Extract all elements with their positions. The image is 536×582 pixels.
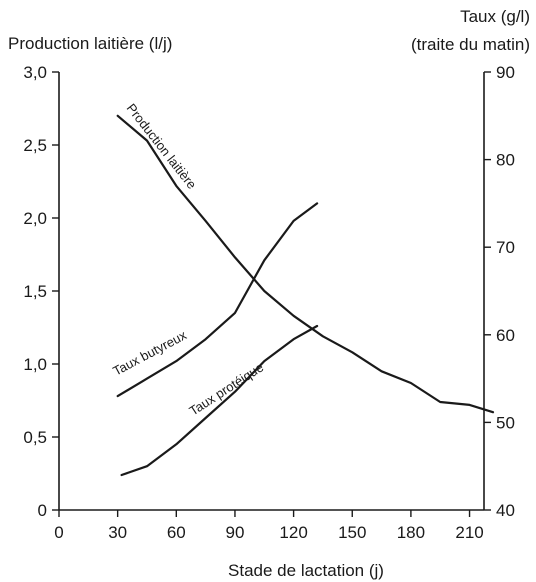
x-ticks: 0 30 60 90 120 150 180 210 — [54, 510, 484, 542]
series-label-production-laitiere: Production laitière — [124, 101, 200, 192]
x-tick-label: 120 — [279, 523, 307, 542]
x-axis-title: Stade de lactation (j) — [228, 561, 384, 580]
y-left-ticks: 0 0,5 1,0 1,5 2,0 2,5 3,0 — [23, 63, 59, 520]
y-left-tick-label: 0 — [38, 501, 47, 520]
y-left-tick-label: 1,5 — [23, 282, 47, 301]
y-left-axis-title: Production laitière (l/j) — [8, 34, 172, 53]
y-right-tick-label: 50 — [496, 413, 515, 432]
y-left-tick-label: 1,0 — [23, 355, 47, 374]
x-tick-label: 30 — [108, 523, 127, 542]
y-right-tick-label: 70 — [496, 238, 515, 257]
series-label-taux-butyreux: Taux butyreux — [110, 327, 189, 378]
x-tick-label: 60 — [167, 523, 186, 542]
x-tick-label: 150 — [338, 523, 366, 542]
x-tick-label: 210 — [455, 523, 483, 542]
y-right-ticks: 40 50 60 70 80 90 — [484, 63, 515, 520]
y-right-axis-title-line2: (traite du matin) — [411, 35, 530, 54]
y-right-axis-title-line1: Taux (g/l) — [460, 7, 530, 26]
y-left-tick-label: 2,0 — [23, 209, 47, 228]
series-line-taux-butyreux — [116, 202, 319, 398]
series-line-taux-proteique — [120, 324, 319, 477]
series-label-taux-proteique: Taux protéique — [186, 359, 266, 418]
y-left-tick-label: 0,5 — [23, 428, 47, 447]
y-right-tick-label: 90 — [496, 63, 515, 82]
y-right-tick-label: 40 — [496, 501, 515, 520]
y-left-tick-label: 2,5 — [23, 136, 47, 155]
series-line-production-laitiere — [116, 114, 495, 414]
x-tick-label: 180 — [397, 523, 425, 542]
y-left-tick-label: 3,0 — [23, 63, 47, 82]
x-tick-label: 90 — [225, 523, 244, 542]
x-tick-label: 0 — [54, 523, 63, 542]
y-right-tick-label: 60 — [496, 326, 515, 345]
y-right-tick-label: 80 — [496, 151, 515, 170]
